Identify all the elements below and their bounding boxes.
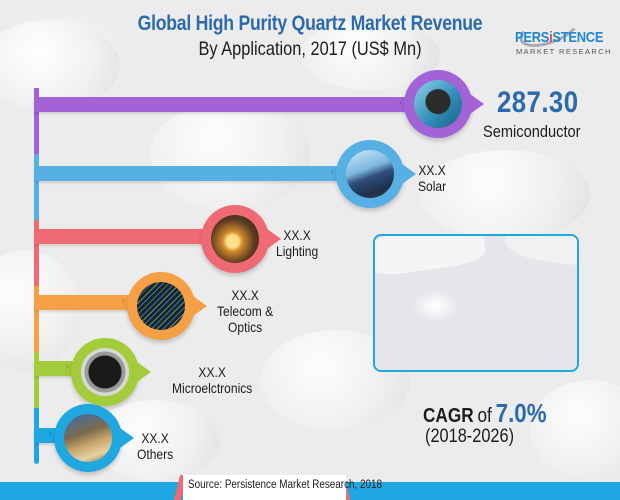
solar-panel-icon <box>346 150 394 198</box>
chevron-right-icon: › <box>65 360 70 373</box>
chevron-right-icon: › <box>330 165 335 178</box>
logo-subtitle: MARKET RESEARCH <box>516 47 612 56</box>
bar-solar <box>34 166 344 181</box>
pebble-decoration <box>530 380 620 480</box>
chevron-right-icon: › <box>48 427 53 440</box>
value-solar: XX.X <box>418 162 446 178</box>
ring-lighting <box>201 205 281 273</box>
ring-telecom <box>127 272 207 340</box>
name-microelectronics: Microelctronics <box>172 380 253 396</box>
cagr-callout: CAGR of 7.0% <box>423 398 547 429</box>
ring-pointer <box>267 229 281 249</box>
photo-bag-edge <box>375 236 488 279</box>
bar-microelectronics <box>34 361 76 376</box>
name-telecom-line2: Optics <box>228 319 263 335</box>
light-bulb-icon <box>211 215 259 263</box>
cagr-period: (2018-2026) <box>425 426 515 447</box>
ring-solar <box>336 140 416 208</box>
title-line-2: By Application, 2017 (US$ Mn) <box>198 38 422 60</box>
spine-segment-solar <box>34 154 39 220</box>
bar-telecom <box>34 295 134 310</box>
name-solar: Solar <box>418 178 447 194</box>
ring-semiconductor <box>404 70 484 138</box>
logo-name-part2: STENCE <box>552 29 604 46</box>
bar-others <box>34 428 56 443</box>
title-line-1: Global High Purity Quartz Market Revenue <box>137 12 483 35</box>
ring-microelectronics <box>71 338 151 406</box>
logo-name-i: i <box>549 29 553 46</box>
ring-pointer <box>470 94 484 114</box>
logo-name: PERSiSTENCE <box>515 29 603 46</box>
cagr-of: of <box>477 405 492 427</box>
value-lighting: XX.X <box>283 227 311 243</box>
logo-name-part1: PERS <box>515 29 550 46</box>
chevron-right-icon: › <box>121 294 126 307</box>
source-box <box>183 475 346 500</box>
name-lighting: Lighting <box>276 243 319 259</box>
photo-bag-edge <box>502 236 577 270</box>
industrial-plant-icon <box>64 414 112 462</box>
name-telecom-line1: Telecom & <box>217 303 274 319</box>
cagr-prefix: CAGR <box>423 405 474 427</box>
label-semiconductor: Semiconductor <box>483 122 581 141</box>
bar-semiconductor <box>34 97 412 112</box>
label-solar: XX.X Solar <box>418 162 446 194</box>
bar-lighting <box>34 229 210 244</box>
microchip-icon <box>414 80 462 128</box>
ring-pointer <box>193 296 207 316</box>
value-telecom: XX.X <box>231 287 259 303</box>
ring-pointer <box>402 164 416 184</box>
spine-segment-telecom <box>34 286 39 352</box>
value-microelectronics: XX.X <box>198 364 226 380</box>
spine-segment-semiconductor <box>34 88 39 154</box>
chevron-right-icon: › <box>398 96 403 109</box>
label-others: XX.X Others <box>137 430 173 462</box>
label-telecom: XX.X Telecom & Optics <box>217 287 273 335</box>
value-others: XX.X <box>141 430 169 446</box>
cagr-value: 7.0% <box>495 398 547 428</box>
pebble-decoration <box>0 250 80 370</box>
chart-title: Global High Purity Quartz Market Revenue… <box>0 12 620 61</box>
spine-segment-microelectronics <box>34 352 39 408</box>
pebble-decoration <box>150 100 310 210</box>
value-semiconductor: 287.30 <box>497 86 579 119</box>
source-text: Source: Persistence Market Research, 201… <box>188 479 383 491</box>
quartz-photo <box>373 234 579 372</box>
ring-others <box>54 404 134 472</box>
ring-pointer <box>120 428 134 448</box>
fiber-optics-icon <box>137 282 185 330</box>
spine-segment-lighting <box>34 220 39 286</box>
pebble-decoration <box>420 150 590 240</box>
persistence-logo: PERSiSTENCE MARKET RESEARCH <box>512 6 616 56</box>
label-lighting: XX.X Lighting <box>276 227 318 259</box>
pebble-decoration <box>0 20 120 110</box>
name-others: Others <box>137 446 174 462</box>
label-microelectronics: XX.X Microelctronics <box>172 364 252 396</box>
watch-icon <box>81 348 129 396</box>
ring-pointer <box>137 362 151 382</box>
